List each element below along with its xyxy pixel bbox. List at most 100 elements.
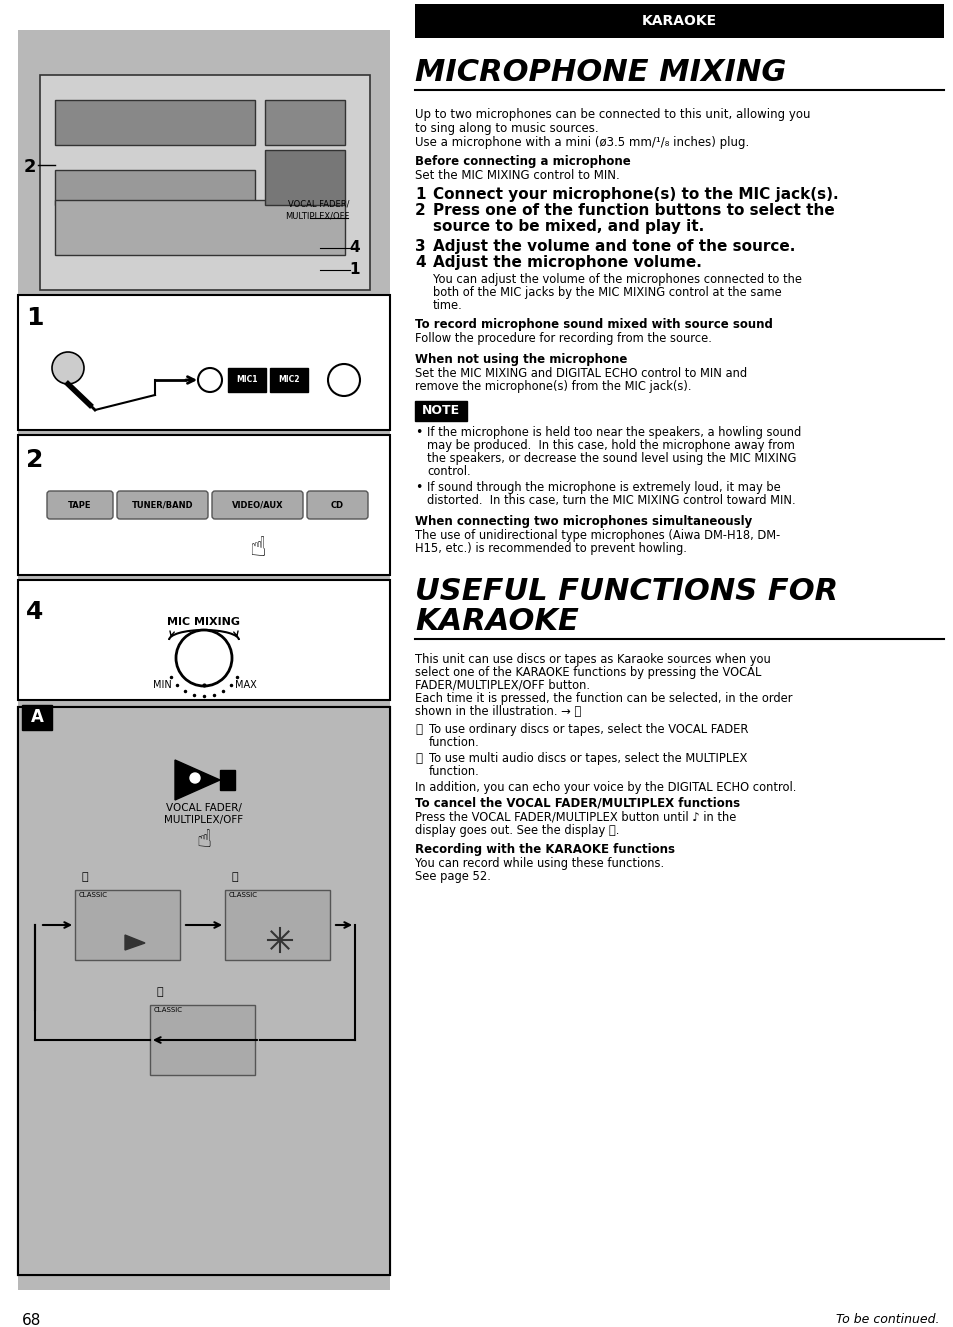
Text: 4: 4 xyxy=(26,600,43,624)
Text: Press one of the function buttons to select the: Press one of the function buttons to sel… xyxy=(433,203,834,218)
Text: shown in the illustration. → Ⓐ: shown in the illustration. → Ⓐ xyxy=(415,705,580,718)
Text: See page 52.: See page 52. xyxy=(415,871,491,882)
Text: ⓐ: ⓐ xyxy=(82,872,89,882)
Text: VIDEO/AUX: VIDEO/AUX xyxy=(232,500,283,510)
Text: remove the microphone(s) from the MIC jack(s).: remove the microphone(s) from the MIC ja… xyxy=(415,380,691,393)
Text: You can adjust the volume of the microphones connected to the: You can adjust the volume of the microph… xyxy=(433,273,801,287)
Text: CLASSIC: CLASSIC xyxy=(79,892,108,898)
Circle shape xyxy=(190,774,200,783)
Text: TUNER/BAND: TUNER/BAND xyxy=(132,500,193,510)
Text: MULTIPLEX/OFF: MULTIPLEX/OFF xyxy=(164,815,243,825)
Text: Follow the procedure for recording from the source.: Follow the procedure for recording from … xyxy=(415,332,711,345)
Bar xyxy=(225,890,330,959)
Text: MIC MIXING: MIC MIXING xyxy=(168,617,240,626)
Text: 4: 4 xyxy=(415,255,425,269)
Text: FADER/MULTIPLEX/OFF button.: FADER/MULTIPLEX/OFF button. xyxy=(415,679,589,691)
Bar xyxy=(150,1005,254,1075)
Bar xyxy=(55,170,254,204)
Bar xyxy=(18,295,390,430)
Text: the speakers, or decrease the sound level using the MIC MIXING: the speakers, or decrease the sound leve… xyxy=(427,453,796,464)
Text: Adjust the microphone volume.: Adjust the microphone volume. xyxy=(433,255,701,269)
Text: To be continued.: To be continued. xyxy=(836,1312,939,1326)
Text: 1: 1 xyxy=(26,307,44,330)
Text: If sound through the microphone is extremely loud, it may be: If sound through the microphone is extre… xyxy=(427,480,780,494)
Text: •: • xyxy=(415,426,422,439)
Text: H15, etc.) is recommended to prevent howling.: H15, etc.) is recommended to prevent how… xyxy=(415,541,686,555)
Text: CLASSIC: CLASSIC xyxy=(153,1007,183,1013)
Bar xyxy=(415,401,467,421)
Text: function.: function. xyxy=(429,764,479,778)
Bar xyxy=(125,107,150,118)
Text: Each time it is pressed, the function can be selected, in the order: Each time it is pressed, the function ca… xyxy=(415,691,792,705)
Text: CLASSIC: CLASSIC xyxy=(229,892,257,898)
Bar xyxy=(265,100,345,145)
Bar xyxy=(18,580,390,701)
Text: Press the VOCAL FADER/MULTIPLEX button until ♪ in the: Press the VOCAL FADER/MULTIPLEX button u… xyxy=(415,811,736,824)
Text: A: A xyxy=(30,709,44,726)
Text: MICROPHONE MIXING: MICROPHONE MIXING xyxy=(415,58,785,88)
Bar xyxy=(40,76,370,291)
Text: MIC2: MIC2 xyxy=(278,376,299,385)
Circle shape xyxy=(175,630,232,686)
Text: control.: control. xyxy=(427,464,470,478)
Text: may be produced.  In this case, hold the microphone away from: may be produced. In this case, hold the … xyxy=(427,439,794,453)
Bar xyxy=(228,368,266,391)
Text: KARAOKE: KARAOKE xyxy=(641,15,717,28)
Text: both of the MIC jacks by the MIC MIXING control at the same: both of the MIC jacks by the MIC MIXING … xyxy=(433,287,781,299)
Text: Connect your microphone(s) to the MIC jack(s).: Connect your microphone(s) to the MIC ja… xyxy=(433,187,838,202)
Bar xyxy=(18,707,390,1275)
FancyBboxPatch shape xyxy=(47,491,112,519)
Text: CD: CD xyxy=(331,500,344,510)
Text: time.: time. xyxy=(433,299,462,312)
Text: To cancel the VOCAL FADER/MULTIPLEX functions: To cancel the VOCAL FADER/MULTIPLEX func… xyxy=(415,798,740,809)
Bar xyxy=(160,107,185,118)
Text: MAX: MAX xyxy=(234,679,256,690)
Bar xyxy=(55,200,345,255)
Circle shape xyxy=(198,368,222,391)
Polygon shape xyxy=(125,936,145,950)
Bar xyxy=(75,890,180,959)
Text: VOCAL FADER/: VOCAL FADER/ xyxy=(166,803,242,813)
Text: Recording with the KARAOKE functions: Recording with the KARAOKE functions xyxy=(415,843,675,856)
Text: Before connecting a microphone: Before connecting a microphone xyxy=(415,155,630,169)
Text: 4: 4 xyxy=(350,240,360,256)
Text: In addition, you can echo your voice by the DIGITAL ECHO control.: In addition, you can echo your voice by … xyxy=(415,782,796,794)
Text: source to be mixed, and play it.: source to be mixed, and play it. xyxy=(433,219,703,234)
Text: To use ordinary discs or tapes, select the VOCAL FADER: To use ordinary discs or tapes, select t… xyxy=(429,723,748,736)
Circle shape xyxy=(52,352,84,384)
Text: To use multi audio discs or tapes, select the MULTIPLEX: To use multi audio discs or tapes, selec… xyxy=(429,752,746,764)
Text: NOTE: NOTE xyxy=(421,405,459,418)
Text: This unit can use discs or tapes as Karaoke sources when you: This unit can use discs or tapes as Kara… xyxy=(415,653,770,666)
Bar xyxy=(18,435,390,575)
Text: to sing along to music sources.: to sing along to music sources. xyxy=(415,122,598,135)
Text: 3: 3 xyxy=(415,239,425,253)
Text: ⓑ: ⓑ xyxy=(415,752,421,764)
Bar xyxy=(194,107,220,118)
FancyBboxPatch shape xyxy=(212,491,303,519)
Text: When connecting two microphones simultaneously: When connecting two microphones simultan… xyxy=(415,515,752,528)
Text: 2: 2 xyxy=(415,203,425,218)
Text: 1: 1 xyxy=(415,187,425,202)
Text: Adjust the volume and tone of the source.: Adjust the volume and tone of the source… xyxy=(433,239,795,253)
Text: ☝: ☝ xyxy=(249,533,265,563)
Bar xyxy=(270,368,308,391)
Text: MIN: MIN xyxy=(152,679,172,690)
Text: USEFUL FUNCTIONS FOR: USEFUL FUNCTIONS FOR xyxy=(415,577,838,606)
Text: distorted.  In this case, turn the MIC MIXING control toward MIN.: distorted. In this case, turn the MIC MI… xyxy=(427,494,795,507)
Text: function.: function. xyxy=(429,736,479,748)
Text: If the microphone is held too near the speakers, a howling sound: If the microphone is held too near the s… xyxy=(427,426,801,439)
FancyBboxPatch shape xyxy=(117,491,208,519)
Text: To record microphone sound mixed with source sound: To record microphone sound mixed with so… xyxy=(415,318,772,330)
Text: Use a microphone with a mini (ø3.5 mm/¹/₈ inches) plug.: Use a microphone with a mini (ø3.5 mm/¹/… xyxy=(415,135,748,149)
Text: Set the MIC MIXING and DIGITAL ECHO control to MIN and: Set the MIC MIXING and DIGITAL ECHO cont… xyxy=(415,368,746,380)
Text: 2: 2 xyxy=(26,449,43,472)
Polygon shape xyxy=(174,760,220,800)
Bar xyxy=(22,705,52,730)
Bar xyxy=(18,31,390,1290)
Text: When not using the microphone: When not using the microphone xyxy=(415,353,627,366)
Bar xyxy=(55,100,254,145)
Text: ⓒ: ⓒ xyxy=(156,987,163,997)
Text: TAPE: TAPE xyxy=(69,500,91,510)
Text: The use of unidirectional type microphones (Aiwa DM-H18, DM-: The use of unidirectional type microphon… xyxy=(415,529,780,541)
Text: VOCAL FADER/
MULTIPLEX/OFF: VOCAL FADER/ MULTIPLEX/OFF xyxy=(285,200,350,220)
